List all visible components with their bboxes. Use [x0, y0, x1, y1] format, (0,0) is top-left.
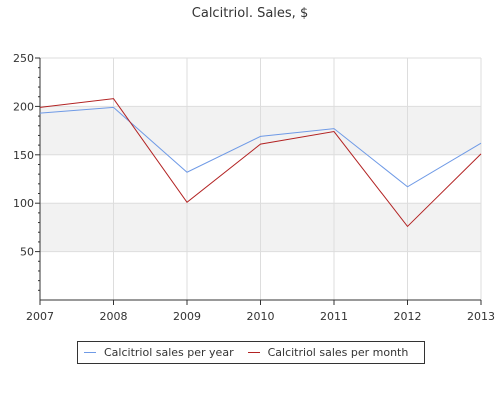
y-tick-label: 50 — [20, 246, 34, 259]
tick-labels: 50 100 150 200 250 2007 2008 2009 2010 2011 2012 20… — [13, 52, 495, 323]
x-tick-label: 2013 — [467, 310, 495, 323]
x-tick-label: 2009 — [173, 310, 201, 323]
y-tick-label: 150 — [13, 149, 34, 162]
legend-item-2: Calcitriol sales per month — [247, 346, 409, 359]
series-line-2 — [39, 98, 482, 228]
x-tick-label: 2012 — [394, 310, 422, 323]
x-tick-label: 2008 — [100, 310, 128, 323]
y-tick-label: 250 — [13, 52, 34, 65]
series-lines — [39, 98, 482, 228]
legend-item-1: Calcitriol sales per year — [84, 346, 234, 359]
axes — [35, 57, 482, 305]
chart-title: Calcitriol. Sales, $ — [191, 6, 309, 21]
x-tick-label: 2011 — [320, 310, 348, 323]
series-line-1 — [39, 106, 482, 188]
x-tick-label: 2010 — [247, 310, 275, 323]
legend-label: Calcitriol sales per month — [267, 346, 409, 359]
legend-label: Calcitriol sales per year — [104, 346, 234, 359]
legend-swatch — [247, 352, 260, 353]
legend-swatch — [84, 352, 96, 353]
x-tick-label: 2007 — [26, 310, 54, 323]
legend: Calcitriol sales per year Calcitriol sale… — [77, 341, 425, 364]
y-tick-label: 200 — [13, 100, 34, 113]
gridlines — [39, 57, 482, 300]
y-tick-label: 100 — [13, 197, 34, 210]
